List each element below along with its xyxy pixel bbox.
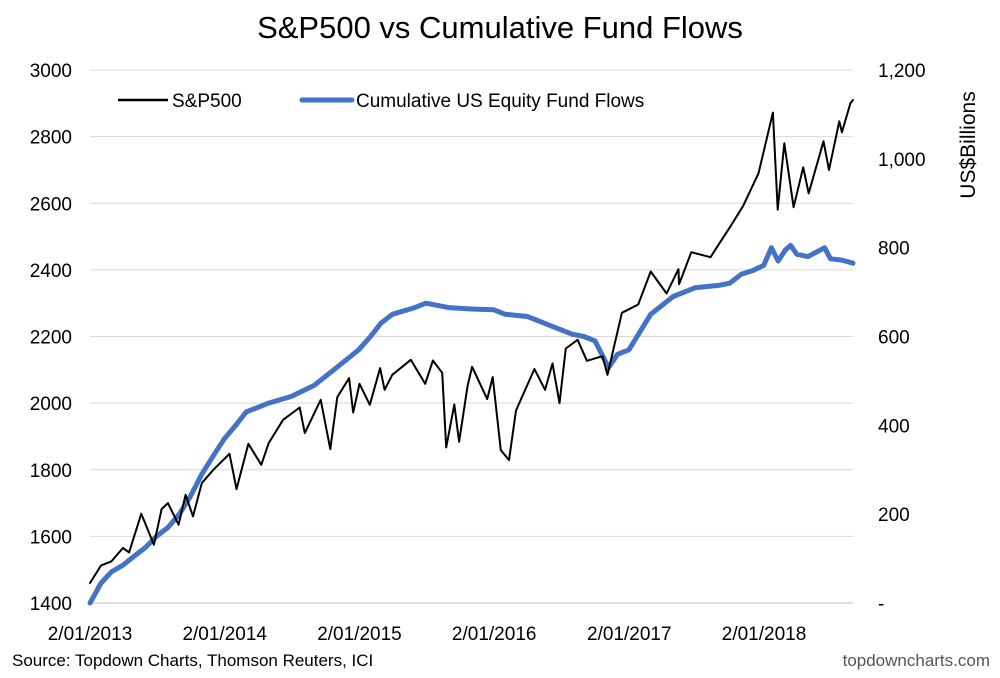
left-tick-label: 3000 (30, 61, 72, 82)
watermark: topdowncharts.com (843, 651, 990, 670)
left-tick-label: 1400 (30, 594, 72, 615)
right-tick-label: - (878, 594, 884, 615)
left-tick-label: 1600 (30, 527, 72, 548)
right-tick-label: 1,200 (878, 61, 926, 82)
right-tick-label: 1,000 (878, 150, 926, 171)
right-tick-label: 600 (878, 328, 910, 349)
x-tick-label: 2/01/2018 (722, 624, 807, 645)
chart-title: S&P500 vs Cumulative Fund Flows (257, 10, 743, 45)
left-tick-label: 2800 (30, 128, 72, 149)
x-tick-label: 2/01/2017 (587, 624, 672, 645)
legend-label-fund-flows: Cumulative US Equity Fund Flows (356, 91, 644, 112)
x-axis: 2/01/2013 2/01/2014 2/01/2015 2/01/2016 2/01… (48, 624, 807, 645)
left-tick-label: 2200 (30, 328, 72, 349)
series-layer (87, 99, 856, 606)
source-note: Source: Topdown Charts, Thomson Reuters,… (12, 651, 373, 670)
x-tick-label: 2/01/2015 (317, 624, 402, 645)
right-axis: - 200 400 600 800 1,000 1,200 (878, 61, 926, 615)
right-axis-label: US$Billions (957, 91, 980, 198)
left-axis: 1400 1600 1800 2000 2200 2400 2600 2800 3000 (30, 61, 72, 615)
legend-label-sp500: S&P500 (172, 91, 242, 112)
x-tick-label: 2/01/2013 (48, 624, 133, 645)
legend: S&P500 Cumulative US Equity Fund Flows (118, 91, 644, 112)
left-tick-label: 2400 (30, 261, 72, 282)
left-tick-label: 1800 (30, 461, 72, 482)
x-tick-label: 2/01/2016 (452, 624, 537, 645)
right-tick-label: 400 (878, 416, 910, 437)
fund-flows-series-line (87, 242, 856, 606)
left-tick-label: 2600 (30, 194, 72, 215)
right-tick-label: 200 (878, 505, 910, 526)
gridlines (90, 69, 853, 604)
x-tick-label: 2/01/2014 (182, 624, 267, 645)
left-tick-label: 2000 (30, 394, 72, 415)
right-tick-label: 800 (878, 239, 910, 260)
sp500-series-line (89, 99, 854, 584)
